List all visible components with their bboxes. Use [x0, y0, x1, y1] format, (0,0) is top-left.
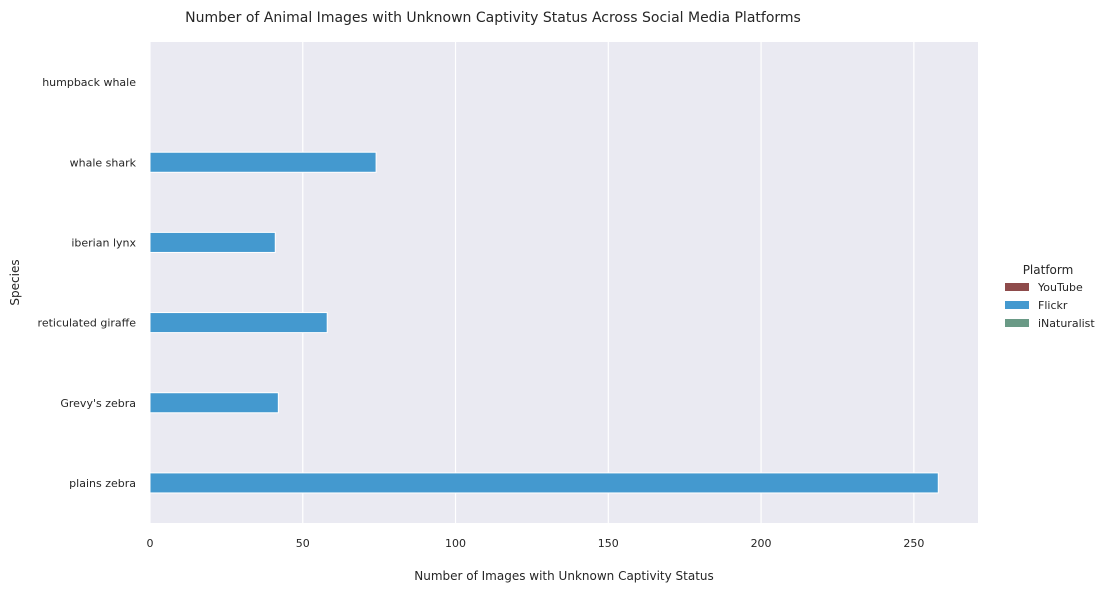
- x-tick-label: 100: [445, 537, 466, 550]
- legend: Platform YouTube Flickr iNaturalist: [1005, 263, 1095, 330]
- y-tick-label: whale shark: [70, 156, 137, 169]
- legend-title: Platform: [1023, 263, 1074, 277]
- y-tick-label: plains zebra: [69, 477, 136, 490]
- x-tick-label: 200: [751, 537, 772, 550]
- y-axis-label: Species: [8, 259, 22, 305]
- bar-flickr: [149, 151, 377, 173]
- x-tick-label: 50: [296, 537, 310, 550]
- y-tick-label: reticulated giraffe: [38, 317, 137, 330]
- plot-area: [150, 42, 978, 523]
- y-tick-label: iberian lynx: [71, 236, 136, 249]
- bars: [149, 151, 939, 494]
- x-tick-label: 150: [598, 537, 619, 550]
- x-axis-label: Number of Images with Unknown Captivity …: [414, 569, 714, 583]
- legend-label: Flickr: [1038, 299, 1068, 312]
- x-tick-labels: 0 50 100 150 200 250: [147, 537, 925, 550]
- legend-swatch: [1005, 319, 1029, 327]
- legend-label: YouTube: [1037, 281, 1083, 294]
- bar-flickr: [149, 472, 939, 494]
- x-tick-label: 0: [147, 537, 154, 550]
- y-tick-labels: humpback whale whale shark iberian lynx ret…: [38, 76, 137, 490]
- x-tick-label: 250: [903, 537, 924, 550]
- bar-flickr: [149, 231, 276, 253]
- y-tick-label: humpback whale: [42, 76, 136, 89]
- legend-swatch: [1005, 301, 1029, 309]
- chart-title: Number of Animal Images with Unknown Cap…: [185, 10, 801, 26]
- legend-swatch: [1005, 283, 1029, 291]
- legend-label: iNaturalist: [1038, 317, 1095, 330]
- gridlines: [149, 42, 915, 523]
- bar-flickr: [149, 392, 279, 414]
- bar-flickr: [149, 312, 328, 334]
- y-tick-label: Grevy's zebra: [60, 397, 136, 410]
